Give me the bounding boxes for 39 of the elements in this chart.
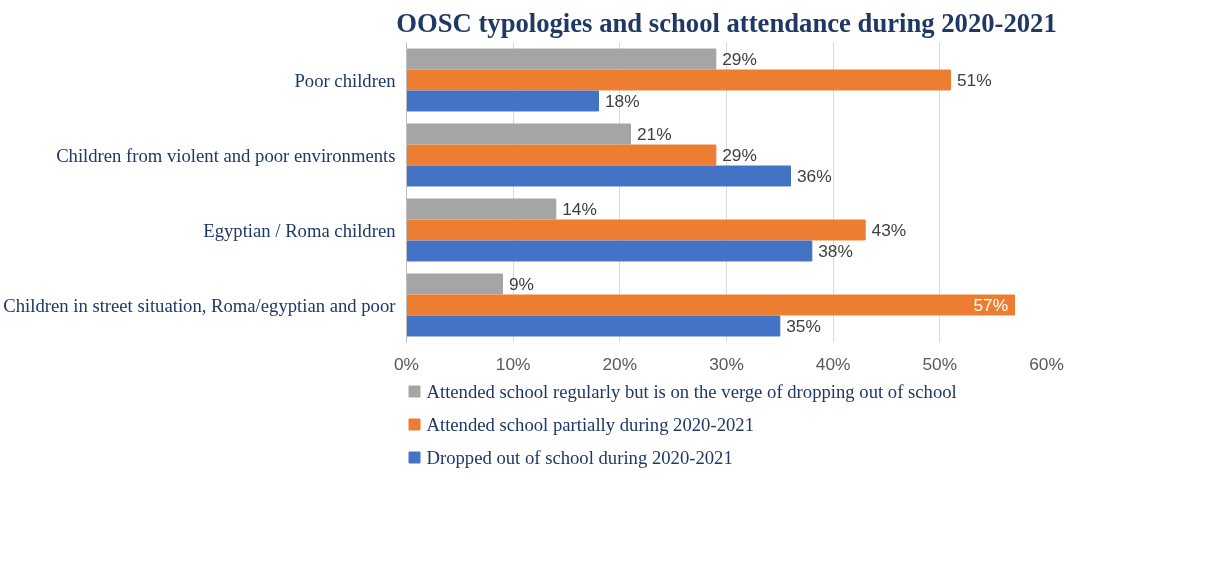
x-tick-label: 40%	[815, 353, 851, 374]
x-tick-label: 60%	[1029, 353, 1064, 374]
bar	[406, 144, 717, 166]
legend-label: Dropped out of school during 2020-2021	[426, 447, 733, 468]
data-label: 57%	[973, 295, 1009, 315]
legend-label: Attended school partially during 2020-2021	[426, 414, 754, 435]
y-tick-label: Egyptian / Roma children	[203, 219, 397, 241]
bar	[406, 48, 717, 70]
data-label: 43%	[871, 220, 907, 240]
bar	[406, 90, 599, 112]
data-label: 38%	[818, 241, 853, 261]
bar	[406, 165, 791, 187]
bar	[406, 240, 813, 262]
bar	[406, 123, 631, 145]
y-tick-label: Poor children	[294, 69, 397, 91]
bar	[406, 219, 866, 241]
data-label: 29%	[722, 145, 757, 165]
data-label: 14%	[562, 199, 597, 219]
bar	[406, 294, 1015, 316]
data-label: 51%	[956, 70, 992, 90]
y-tick-label: Children in street situation, Roma/egyptian and poor	[3, 294, 397, 316]
y-tick-label: Children from violent and poor environments	[56, 144, 396, 166]
data-label: 21%	[636, 124, 672, 144]
x-tick-label: 50%	[922, 353, 958, 374]
data-label: 36%	[796, 166, 832, 186]
bar	[406, 198, 557, 220]
bar	[406, 315, 781, 337]
bar	[406, 273, 503, 295]
chart-title: OOSC typologies and school attendance during 2020-2021	[396, 7, 1057, 38]
data-label: 29%	[722, 49, 757, 69]
data-label: 9%	[508, 274, 534, 294]
legend-label: Attended school regularly but is on the verge of dropping out of school	[426, 381, 957, 402]
x-tick-label: 30%	[709, 353, 744, 374]
x-tick-label: 0%	[393, 353, 420, 374]
bar	[406, 69, 951, 91]
x-tick-label: 20%	[602, 353, 638, 374]
x-tick-label: 10%	[495, 353, 531, 374]
data-label: 18%	[604, 91, 640, 111]
data-label: 35%	[786, 316, 821, 336]
